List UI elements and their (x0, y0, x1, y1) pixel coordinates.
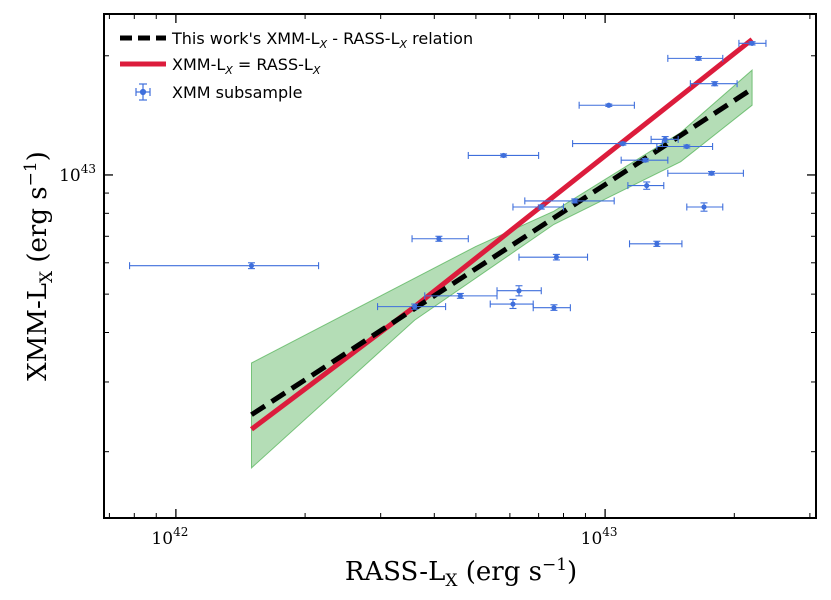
point-marker-19 (701, 204, 707, 210)
data-point-20 (689, 80, 738, 88)
confidence-band (251, 68, 753, 470)
series-line-relation (250, 86, 754, 417)
data-point-9 (532, 304, 571, 312)
data-point-1 (411, 235, 469, 243)
point-marker-22 (749, 40, 755, 46)
data-point-13 (627, 181, 665, 190)
data-point-21 (667, 169, 744, 177)
point-marker-6 (510, 301, 516, 307)
data-point-17 (656, 142, 714, 150)
data-point-5 (496, 285, 542, 297)
data-point-8 (518, 253, 589, 261)
data-point-16 (650, 135, 679, 143)
data-point-2 (376, 303, 447, 311)
point-marker-5 (516, 288, 522, 294)
x-axis-label: RASS-LX (erg s−1) (345, 555, 577, 591)
data-point-12 (572, 140, 663, 148)
data-point-14 (620, 156, 669, 164)
data-point-6 (489, 298, 534, 310)
data-point-18 (667, 54, 724, 62)
point-marker-11 (606, 102, 612, 108)
data-point-3 (424, 292, 498, 300)
point-marker-2 (412, 304, 418, 310)
point-marker-15 (654, 241, 660, 247)
point-marker-3 (457, 293, 463, 299)
data-point-0 (129, 262, 320, 270)
data-point-22 (738, 39, 767, 47)
point-marker-1 (436, 236, 442, 242)
point-marker-17 (684, 143, 690, 150)
points-layer (129, 39, 767, 312)
data-point-19 (686, 202, 724, 212)
point-marker-13 (644, 182, 650, 189)
plot-frame (103, 13, 817, 519)
legend-label-relation: This work's XMM-LX - RASS-LX relation (171, 29, 473, 51)
data-point-10 (524, 197, 615, 205)
data-point-7 (512, 203, 565, 211)
band-layer (251, 68, 753, 470)
legend-label-subsample: XMM subsample (172, 83, 302, 102)
data-point-11 (578, 101, 635, 109)
x-tick-label-1: 1043 (581, 525, 618, 549)
point-marker-10 (572, 198, 578, 204)
legend-swatch-subsample (135, 83, 151, 101)
data-point-4 (467, 151, 540, 159)
data-point-15 (628, 240, 683, 248)
point-marker-18 (695, 55, 702, 61)
point-marker-8 (553, 254, 559, 260)
x-tick-label-0: 1042 (151, 525, 188, 549)
point-marker-16 (662, 136, 668, 142)
legend: This work's XMM-LX - RASS-LX relation XM… (120, 29, 473, 102)
legend-label-equality: XMM-LX = RASS-LX (172, 55, 321, 77)
point-marker-0 (248, 263, 255, 269)
point-marker-14 (642, 157, 648, 163)
tick-layer: 1042 1043 1043 (59, 14, 816, 549)
point-marker-9 (551, 305, 557, 311)
point-marker-4 (500, 152, 507, 159)
point-marker-12 (620, 141, 626, 147)
point-marker-20 (712, 81, 718, 87)
point-marker-21 (708, 170, 715, 176)
y-axis-label: XMM-LX (erg s−1) (21, 151, 57, 381)
y-tick-label-0: 1043 (59, 162, 96, 186)
point-marker-7 (538, 204, 544, 210)
